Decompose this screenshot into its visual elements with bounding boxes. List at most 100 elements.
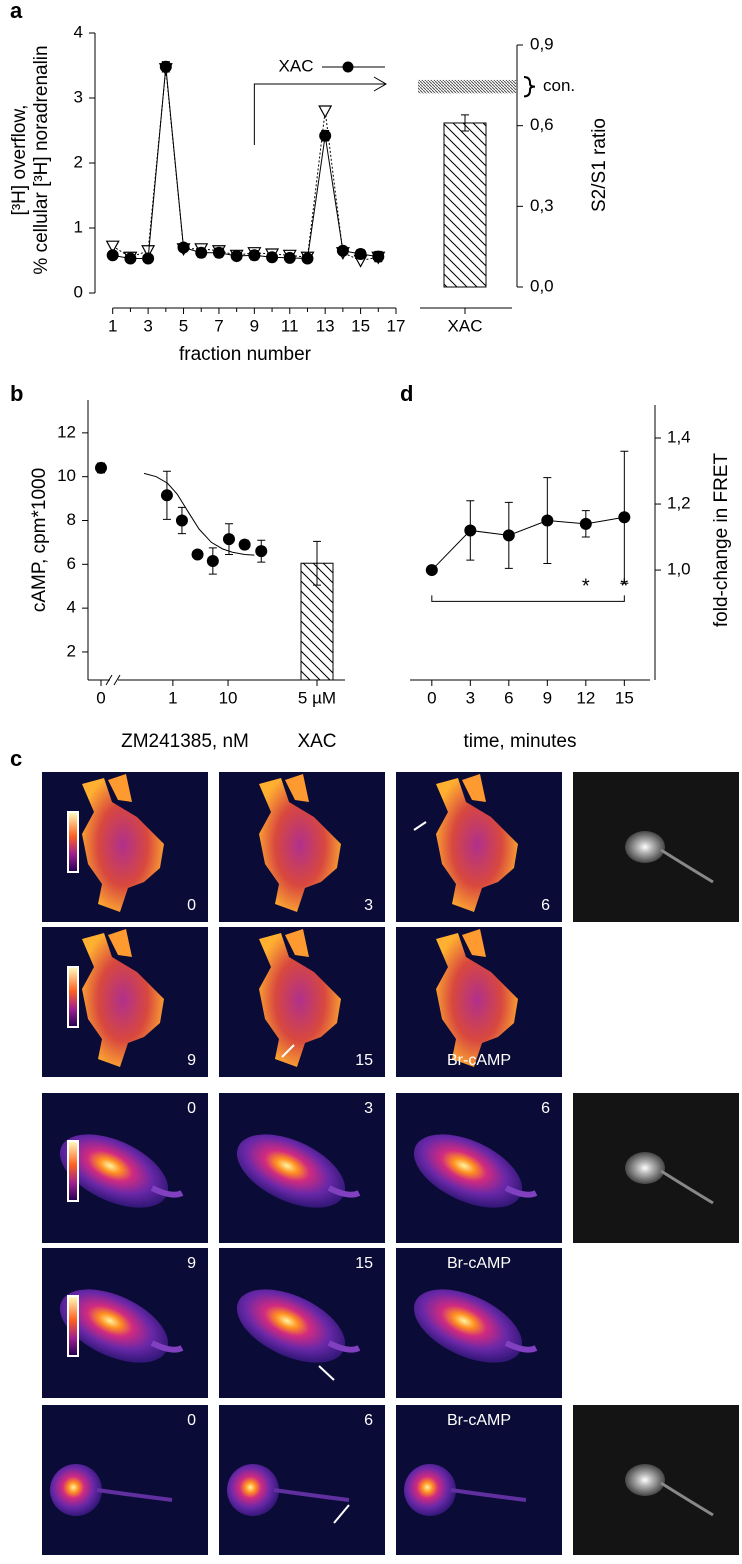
x-tick-label: XAC <box>297 731 336 752</box>
cell-process <box>462 929 486 957</box>
marker-triangle <box>141 245 156 259</box>
image-label: 15 <box>355 1255 373 1272</box>
image-cell: 9 <box>42 927 208 1077</box>
x-tick-label: 9 <box>543 688 552 707</box>
series-line <box>112 68 379 262</box>
image-cell: 3 <box>219 772 385 922</box>
image-cell: 6 <box>396 772 562 922</box>
marker-circle <box>238 538 251 551</box>
cell-process <box>273 1488 350 1502</box>
y-axis-label: % cellular [³H] noradrenalin <box>31 45 52 274</box>
y-tick-label: 6 <box>67 554 76 573</box>
cell-process <box>450 1488 527 1502</box>
error-bar <box>461 114 469 132</box>
image-cell: 15 <box>219 927 385 1077</box>
colorbar <box>67 966 79 1028</box>
marker-circle <box>336 244 349 257</box>
panel-letter: c <box>10 746 22 771</box>
treatment-key-marker <box>342 61 354 73</box>
cell-image <box>436 933 518 1067</box>
x-tick-label: 1 <box>168 688 177 707</box>
marker-circle <box>95 461 107 474</box>
treatment-label: XAC <box>279 56 314 75</box>
cell-image <box>404 1464 456 1516</box>
brace <box>523 75 536 98</box>
x-tick-label: 6 <box>504 688 513 707</box>
marker-circle <box>212 246 225 259</box>
cell-image <box>59 1289 169 1363</box>
marker-circle <box>425 564 438 577</box>
image-cell: 0 <box>42 772 208 922</box>
image-label: 0 <box>187 1412 196 1429</box>
y2-tick-label: 0,9 <box>530 34 554 53</box>
y-tick-label: 2 <box>74 152 83 171</box>
image-cell: 0 <box>42 1405 208 1555</box>
cell-process <box>108 774 132 802</box>
image-cell: 6 <box>219 1405 385 1555</box>
marker-circle <box>579 517 592 530</box>
marker-circle <box>177 241 190 254</box>
cell-image <box>625 1152 665 1184</box>
x-tick-label: 10 <box>219 688 238 707</box>
marker-circle <box>618 511 631 524</box>
marker-circle <box>142 252 155 265</box>
cell-process <box>504 1340 538 1353</box>
marker-circle <box>541 514 554 527</box>
x-tick-label: 15 <box>351 316 370 335</box>
arrow <box>333 1504 350 1524</box>
panel-letter: a <box>10 0 23 23</box>
image-cell: Br-cAMP <box>396 1248 562 1398</box>
cell-image <box>82 778 164 912</box>
fit-curve <box>143 472 255 556</box>
image-label: 0 <box>187 897 196 914</box>
y-axis-label: fold-change in FRET <box>711 452 732 627</box>
cell-image <box>259 933 341 1067</box>
cell-image <box>50 1464 102 1516</box>
marker-circle <box>160 489 173 502</box>
significance-star: * <box>620 576 628 598</box>
cell-process <box>660 1169 714 1205</box>
x-tick-label: 0 <box>96 688 105 707</box>
marker-circle <box>124 252 137 265</box>
cell-image <box>236 1134 346 1208</box>
cell-image <box>413 1289 523 1363</box>
cell-process <box>327 1340 361 1353</box>
series-line <box>431 516 625 571</box>
cell-image <box>436 778 518 912</box>
image-cell: 0 <box>42 1093 208 1243</box>
marker-circle <box>230 249 243 262</box>
marker-circle <box>283 251 296 264</box>
colorbar <box>67 1295 79 1357</box>
image-label: Br-cAMP <box>447 1052 511 1069</box>
y-tick-label: 12 <box>57 422 76 441</box>
treatment-arrow <box>253 76 387 145</box>
marker-circle <box>319 129 332 142</box>
y-tick-label: 0 <box>74 282 83 301</box>
y-tick-label: 2 <box>67 641 76 660</box>
marker-circle <box>191 548 204 561</box>
cell-process <box>660 1481 714 1517</box>
image-label: 0 <box>187 1100 196 1117</box>
image-label: Br-cAMP <box>447 1255 511 1272</box>
cell-process <box>150 1340 184 1353</box>
marker-triangle <box>318 105 333 119</box>
cell-process <box>108 929 132 957</box>
x-axis-label: fraction number <box>179 344 312 365</box>
cell-process <box>660 848 714 884</box>
y-tick-label: 10 <box>57 466 76 485</box>
cell-image <box>82 933 164 1067</box>
image-label: 6 <box>541 1100 550 1117</box>
image-cell: 6 <box>396 1093 562 1243</box>
y-tick-label: 4 <box>74 22 83 41</box>
y-tick-label: 1,0 <box>667 560 691 579</box>
cell-process <box>285 929 309 957</box>
reference-image <box>573 1405 739 1555</box>
control-label: con. <box>543 76 575 95</box>
image-label: 9 <box>187 1255 196 1272</box>
x-tick-label: 5 µM <box>298 688 336 707</box>
marker-circle <box>301 252 314 265</box>
marker-circle <box>159 60 172 73</box>
marker-circle <box>255 545 268 558</box>
